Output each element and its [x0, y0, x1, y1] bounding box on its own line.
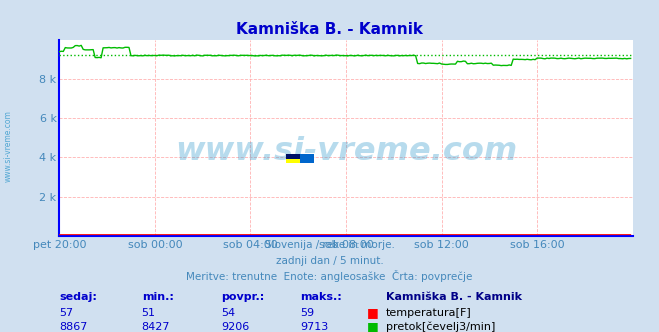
Text: 8867: 8867 — [59, 322, 88, 332]
Text: maks.:: maks.: — [300, 292, 341, 302]
Text: 9713: 9713 — [300, 322, 328, 332]
Text: Kamniška B. - Kamnik: Kamniška B. - Kamnik — [386, 292, 521, 302]
Text: 51: 51 — [142, 308, 156, 318]
Text: povpr.:: povpr.: — [221, 292, 264, 302]
Text: min.:: min.: — [142, 292, 173, 302]
Text: sedaj:: sedaj: — [59, 292, 97, 302]
Text: temperatura[F]: temperatura[F] — [386, 308, 471, 318]
Bar — [300, 159, 314, 163]
Text: www.si-vreme.com: www.si-vreme.com — [175, 136, 517, 167]
Text: pretok[čevelj3/min]: pretok[čevelj3/min] — [386, 322, 495, 332]
Text: 9206: 9206 — [221, 322, 249, 332]
Text: Kamniška B. - Kamnik: Kamniška B. - Kamnik — [236, 22, 423, 37]
Text: 57: 57 — [59, 308, 73, 318]
Text: ■: ■ — [367, 306, 379, 319]
Bar — [286, 154, 314, 163]
Text: 8427: 8427 — [142, 322, 170, 332]
Text: ■: ■ — [367, 320, 379, 332]
Text: Slovenija / reke in morje.: Slovenija / reke in morje. — [264, 240, 395, 250]
Text: zadnji dan / 5 minut.: zadnji dan / 5 minut. — [275, 256, 384, 266]
Text: Meritve: trenutne  Enote: angleosaške  Črta: povprečje: Meritve: trenutne Enote: angleosaške Črt… — [186, 270, 473, 282]
Bar — [300, 154, 314, 159]
Text: 59: 59 — [300, 308, 314, 318]
Text: www.si-vreme.com: www.si-vreme.com — [3, 110, 13, 182]
Bar — [286, 154, 300, 159]
Text: 54: 54 — [221, 308, 235, 318]
